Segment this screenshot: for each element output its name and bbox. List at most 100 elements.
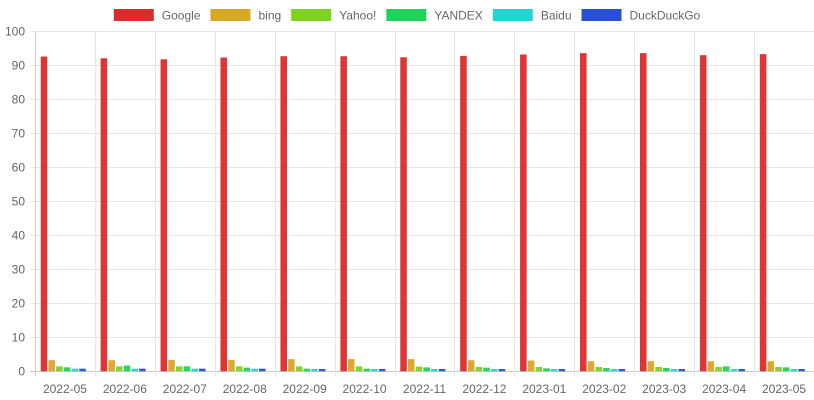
bar-baidu-2023-04[interactable] <box>730 369 738 372</box>
x-tick-label: 2022-11 <box>403 382 446 396</box>
bar-yahoo-2022-08[interactable] <box>235 366 243 372</box>
bar-yandex-2023-03[interactable] <box>663 368 670 372</box>
bar-duckduckgo-2023-03[interactable] <box>678 369 685 372</box>
bar-duckduckgo-2022-07[interactable] <box>199 368 206 372</box>
bar-yahoo-2023-02[interactable] <box>595 367 602 372</box>
x-tick-label: 2022-05 <box>43 382 87 396</box>
bar-baidu-2023-02[interactable] <box>610 369 618 372</box>
bar-bing-2022-08[interactable] <box>228 359 235 372</box>
bar-yahoo-2023-01[interactable] <box>535 367 543 372</box>
bar-duckduckgo-2022-11[interactable] <box>438 369 446 372</box>
bar-yandex-2023-01[interactable] <box>543 368 550 372</box>
bar-yandex-2022-08[interactable] <box>243 367 251 372</box>
bar-duckduckgo-2022-10[interactable] <box>378 369 386 372</box>
legend-item-baidu[interactable]: Baidu <box>492 9 572 23</box>
bar-google-2022-07[interactable] <box>160 59 168 372</box>
bar-yahoo-2023-03[interactable] <box>655 367 662 372</box>
bar-baidu-2022-06[interactable] <box>131 368 138 372</box>
bar-baidu-2023-05[interactable] <box>790 369 798 372</box>
bar-baidu-2022-09[interactable] <box>311 369 318 372</box>
bar-google-2023-05[interactable] <box>759 54 767 372</box>
bar-bing-2022-12[interactable] <box>467 360 475 372</box>
y-tick-label: 90 <box>12 59 26 73</box>
bar-google-2023-03[interactable] <box>639 53 647 372</box>
x-tick-label: 2023-02 <box>582 382 626 396</box>
bar-bing-2023-05[interactable] <box>767 361 775 372</box>
legend-item-bing[interactable]: bing <box>210 9 282 23</box>
bar-bing-2022-06[interactable] <box>108 360 115 372</box>
legend-item-duckduckgo[interactable]: DuckDuckGo <box>581 9 701 23</box>
legend-swatch <box>291 9 332 21</box>
legend-swatch <box>581 9 622 21</box>
bar-yandex-2022-10[interactable] <box>363 368 370 372</box>
bar-bing-2023-01[interactable] <box>527 360 535 372</box>
bar-google-2022-06[interactable] <box>100 58 108 372</box>
bar-google-2022-12[interactable] <box>460 55 467 372</box>
bar-bing-2023-02[interactable] <box>587 361 595 372</box>
legend-item-yandex[interactable]: YANDEX <box>386 9 483 23</box>
bar-yandex-2023-05[interactable] <box>782 367 790 372</box>
bar-google-2022-08[interactable] <box>220 57 228 372</box>
y-tick-label: 60 <box>12 161 26 175</box>
bar-google-2022-09[interactable] <box>280 56 287 372</box>
bar-yahoo-2022-10[interactable] <box>355 366 363 372</box>
x-tick-label: 2023-05 <box>762 382 806 396</box>
bar-baidu-2022-05[interactable] <box>71 368 79 372</box>
bar-google-2023-01[interactable] <box>520 54 527 372</box>
bar-yandex-2022-05[interactable] <box>63 367 71 372</box>
y-tick-label: 30 <box>12 263 26 277</box>
bar-baidu-2022-07[interactable] <box>191 368 198 372</box>
legend-item-yahoo[interactable]: Yahoo! <box>291 9 376 23</box>
y-tick-label: 100 <box>5 25 25 39</box>
bar-yahoo-2022-07[interactable] <box>175 366 183 372</box>
bar-yandex-2023-02[interactable] <box>603 368 610 372</box>
bar-yahoo-2022-11[interactable] <box>415 366 423 372</box>
bar-bing-2022-07[interactable] <box>168 359 175 372</box>
x-tick-label: 2022-06 <box>103 382 147 396</box>
bar-bing-2022-10[interactable] <box>348 359 355 372</box>
bar-baidu-2022-11[interactable] <box>431 369 438 372</box>
bar-duckduckgo-2023-02[interactable] <box>618 369 626 372</box>
bar-yahoo-2023-05[interactable] <box>775 367 782 372</box>
bar-yahoo-2022-12[interactable] <box>475 367 483 372</box>
bar-duckduckgo-2022-12[interactable] <box>498 369 506 372</box>
bar-duckduckgo-2022-09[interactable] <box>318 369 326 372</box>
bar-baidu-2022-08[interactable] <box>251 368 258 372</box>
bar-yandex-2023-04[interactable] <box>723 366 730 372</box>
bar-yandex-2022-11[interactable] <box>423 367 430 372</box>
bar-yandex-2022-06[interactable] <box>123 365 131 372</box>
bar-yahoo-2022-06[interactable] <box>116 366 123 372</box>
bar-baidu-2023-03[interactable] <box>670 369 678 372</box>
bar-duckduckgo-2023-01[interactable] <box>558 369 566 372</box>
y-tick-label: 10 <box>12 331 26 345</box>
bar-yandex-2022-12[interactable] <box>483 367 490 372</box>
bar-duckduckgo-2022-08[interactable] <box>259 368 266 372</box>
bar-duckduckgo-2022-06[interactable] <box>139 368 146 372</box>
bar-duckduckgo-2023-04[interactable] <box>738 369 745 372</box>
bar-google-2023-02[interactable] <box>580 53 587 372</box>
bar-baidu-2022-10[interactable] <box>371 369 378 372</box>
bar-yahoo-2022-05[interactable] <box>56 366 63 372</box>
bar-bing-2023-04[interactable] <box>707 361 715 372</box>
bar-google-2022-05[interactable] <box>40 56 48 372</box>
bar-duckduckgo-2023-05[interactable] <box>798 369 805 372</box>
bar-yandex-2022-07[interactable] <box>183 366 191 372</box>
bar-yandex-2022-09[interactable] <box>303 368 311 372</box>
x-tick-label: 2022-09 <box>283 382 327 396</box>
bar-baidu-2023-01[interactable] <box>550 369 558 372</box>
bar-bing-2022-09[interactable] <box>288 359 295 372</box>
bar-bing-2023-03[interactable] <box>647 361 655 372</box>
legend-label: Google <box>162 9 201 23</box>
bar-bing-2022-05[interactable] <box>48 360 55 372</box>
bar-bing-2022-11[interactable] <box>407 359 415 372</box>
bar-yahoo-2022-09[interactable] <box>295 366 303 372</box>
bar-duckduckgo-2022-05[interactable] <box>79 368 86 372</box>
legend[interactable]: Google bing Yahoo! YANDEX Baidu DuckDuckGo <box>113 9 701 23</box>
bar-google-2022-10[interactable] <box>340 56 347 372</box>
bar-google-2023-04[interactable] <box>699 55 707 372</box>
bar-yahoo-2023-04[interactable] <box>715 367 722 372</box>
legend-item-google[interactable]: Google <box>113 9 201 23</box>
bar-google-2022-11[interactable] <box>400 57 407 372</box>
bar-baidu-2022-12[interactable] <box>491 369 498 372</box>
